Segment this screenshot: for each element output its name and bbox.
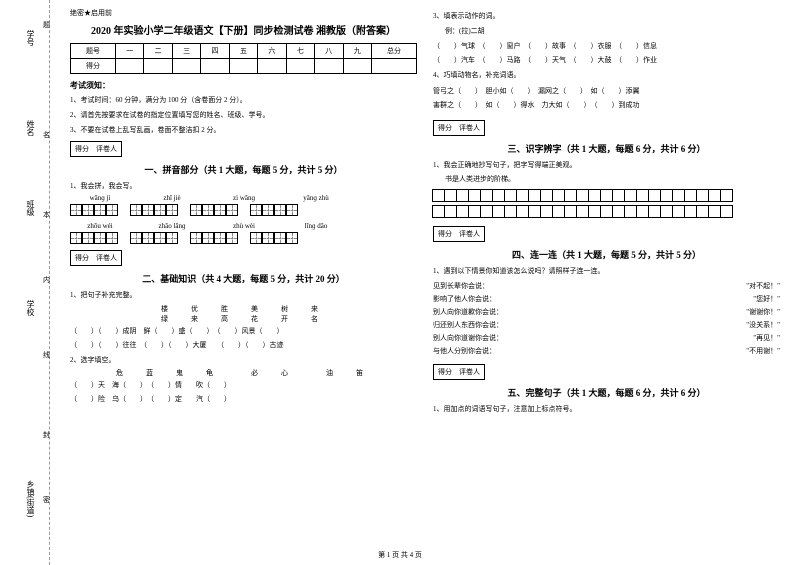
connect-row: 与他人分别你会说："不用谢！" [433, 346, 780, 356]
section2-title: 二、基础知识（共 4 大题，每题 5 分，共计 20 分） [70, 272, 417, 285]
fill-line: （ ）险 乌（ ） （ ）定 汽（ ） [70, 392, 417, 406]
cut-mark: 内 [43, 275, 50, 285]
right-column: 3、填表示动作的词。 例：(拉)二胡 （ ）气球 （ ）窗户 （ ）故事 （ ）… [425, 8, 788, 557]
q-text: 1、用加点的词语写句子，注意加上标点符号。 [433, 403, 780, 416]
fill-line: 管弓之（ ） 胆小如（ ） 漏网之（ ） 如（ ）添翼 [433, 84, 780, 98]
label-class: 班级 [25, 200, 36, 216]
header-cell: 九 [343, 44, 371, 59]
cut-mark: 名 [43, 130, 50, 140]
header-cell: 一 [116, 44, 144, 59]
score-box: 得分 评卷人 [433, 226, 485, 242]
page-footer: 第 1 页 共 4 页 [378, 550, 422, 560]
connect-row: 别人向你道谢你会说："再见！" [433, 333, 780, 343]
score-label-cell: 得分 [71, 59, 116, 74]
instructions-title: 考试须知： [70, 80, 417, 91]
left-margin: 学号 姓名 班级 学校 乡镇(街道) 题 名 本 内 线 封 密 [0, 0, 50, 565]
header-cell: 四 [201, 44, 229, 59]
q-text: 4、巧填动物名，补充词语。 [433, 69, 780, 82]
q-text: 2、选字填空。 [70, 354, 417, 367]
fill-line: （ ）汽车 （ ）马路 （ ）天气 （ ）大鼓 （ ）作业 [433, 53, 780, 67]
label-xuehaol: 学号 [25, 30, 36, 46]
section4-title: 四、连一连（共 1 大题，每题 5 分，共计 5 分） [433, 248, 780, 261]
pinyin: zhǎo lǎnɡ [142, 222, 202, 230]
label-name: 姓名 [25, 120, 36, 136]
write-grid [433, 190, 780, 202]
q-text: 1、遇到以下情景你知道该怎么说吗？请照样子连一连。 [433, 265, 780, 278]
char-line: 绿 来 高 花 开 名 [70, 314, 417, 324]
example: 例：(拉)二胡 [433, 25, 780, 38]
header-cell: 题号 [71, 44, 116, 59]
section3-title: 三、识字辨字（共 1 大题，每题 6 分，共计 6 分） [433, 142, 780, 155]
connect-row: 见到长辈你会说："对不起！" [433, 281, 780, 291]
section5-title: 五、完整句子（共 1 大题，每题 6 分，共计 6 分） [433, 386, 780, 399]
label-town: 乡镇(街道) [25, 480, 36, 517]
cut-mark: 本 [43, 210, 50, 220]
fill-line: （ ）（ ）往往 （ ）（ ）大厦 （ ）（ ）古迹 [70, 338, 417, 352]
table-row: 得分 [71, 59, 417, 74]
instruction-item: 1、考试时间：60 分钟，满分为 100 分（含卷面分 2 分）。 [70, 95, 417, 106]
cut-mark: 题 [43, 20, 50, 30]
table-row: 题号 一 二 三 四 五 六 七 八 九 总分 [71, 44, 417, 59]
score-box: 得分 评卷人 [70, 141, 122, 157]
header-cell: 七 [286, 44, 314, 59]
connect-row: 影响了他人你会说："您好！" [433, 294, 780, 304]
pinyin: zhù wèi [214, 222, 274, 230]
char-line: 楼 优 胜 美 树 来 [70, 304, 417, 314]
fill-line: （ ）天 海（ ） （ ）情 吹（ ） [70, 378, 417, 392]
score-box: 得分 评卷人 [70, 250, 122, 266]
header-cell: 总分 [371, 44, 416, 59]
label-school: 学校 [25, 300, 36, 316]
pinyin: zhōu wéi [70, 222, 130, 230]
pinyin: lǐnɡ dǎo [286, 222, 346, 230]
connect-row: 归还别人东西你会说："没关系！" [433, 320, 780, 330]
pinyin: zhǐ jiè [142, 194, 202, 202]
char-grid [70, 204, 417, 216]
left-column: 绝密★启用前 2020 年实验小学二年级语文【下册】同步检测试卷 湘教版（附答案… [62, 8, 425, 557]
char-grid [70, 232, 417, 244]
connect-row: 别人向你道歉你会说："谢谢你！" [433, 307, 780, 317]
fill-line: （ ）（ ）成阴 鲜（ ）盛（ ） （ ）风景（ ） [70, 324, 417, 338]
section1-title: 一、拼音部分（共 1 大题，每题 5 分，共计 5 分） [70, 163, 417, 176]
header-cell: 三 [172, 44, 200, 59]
score-box: 得分 评卷人 [433, 364, 485, 380]
q-text: 1、我会正确地抄写句子，把字写得端正美观。 [433, 159, 780, 172]
copy-text: 书是人类进步的阶梯。 [433, 173, 780, 186]
pinyin-row: wǎnɡ jì zhǐ jiè zì wǎnɡ yǎnɡ zhù [70, 194, 417, 202]
score-box: 得分 评卷人 [433, 120, 485, 136]
cut-mark: 封 [43, 430, 50, 440]
fill-line: （ ）气球 （ ）窗户 （ ）故事 （ ）衣服 （ ）信息 [433, 39, 780, 53]
cut-mark: 线 [43, 350, 50, 360]
exam-title: 2020 年实验小学二年级语文【下册】同步检测试卷 湘教版（附答案） [70, 22, 417, 37]
q-text: 3、填表示动作的词。 [433, 10, 780, 23]
pinyin: wǎnɡ jì [70, 194, 130, 202]
main-content: 绝密★启用前 2020 年实验小学二年级语文【下册】同步检测试卷 湘教版（附答案… [50, 0, 800, 565]
header-cell: 二 [144, 44, 172, 59]
instruction-item: 3、不要在试卷上乱写乱画，卷面不整洁扣 2 分。 [70, 125, 417, 136]
pinyin: zì wǎnɡ [214, 194, 274, 202]
fill-line: 害群之（ ） 如（ ）得水 力大如（ ） （ ）到成功 [433, 98, 780, 112]
char-line: 危 蓝 鬼 龟 必 心 油 笛 [70, 368, 417, 378]
header-cell: 八 [315, 44, 343, 59]
write-grid [433, 206, 780, 218]
header-cell: 五 [229, 44, 257, 59]
pinyin: yǎnɡ zhù [286, 194, 346, 202]
score-table: 题号 一 二 三 四 五 六 七 八 九 总分 得分 [70, 43, 417, 74]
secret-label: 绝密★启用前 [70, 8, 417, 18]
pinyin-row: zhōu wéi zhǎo lǎnɡ zhù wèi lǐnɡ dǎo [70, 222, 417, 230]
cut-mark: 密 [43, 495, 50, 505]
instruction-item: 2、请首先按要求在试卷的指定位置填写您的姓名、班级、学号。 [70, 110, 417, 121]
header-cell: 六 [258, 44, 286, 59]
q1-text: 1、我会拼，我会写。 [70, 180, 417, 193]
q-text: 1、把句子补充完整。 [70, 289, 417, 302]
